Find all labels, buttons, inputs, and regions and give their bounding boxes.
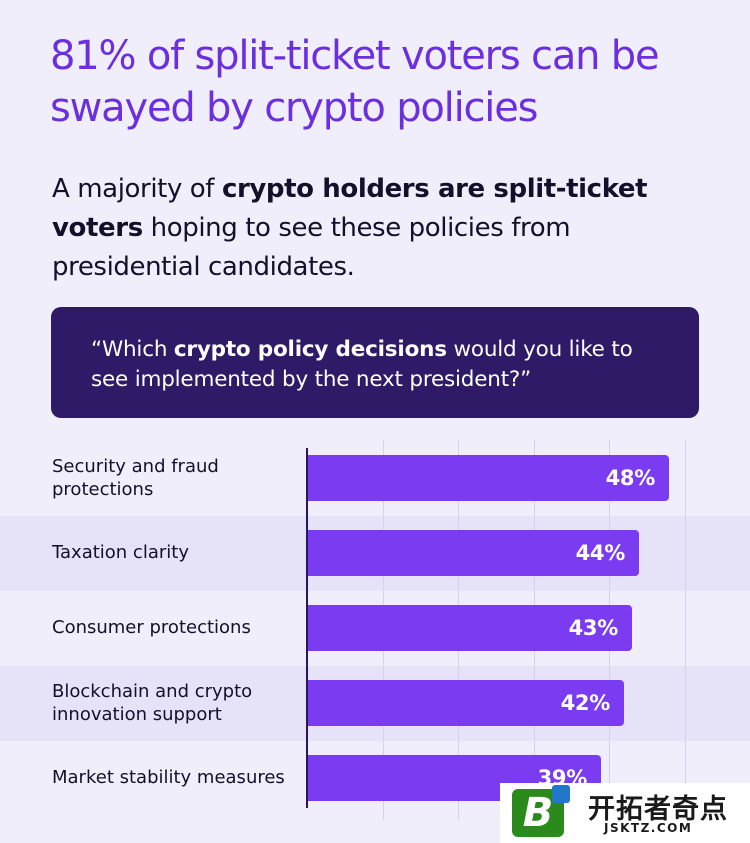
chart-baseline — [306, 448, 308, 808]
watermark-logo: B — [512, 785, 570, 837]
category-label: Security and fraud protections — [52, 455, 219, 500]
bar: 48% — [307, 454, 669, 501]
category-label: Consumer protections — [52, 617, 251, 638]
watermark-url: JSKTZ.COM — [604, 821, 693, 835]
question-emphasis: crypto policy decisions — [173, 337, 447, 362]
category-label: Market stability measures — [52, 767, 285, 788]
bar: 44% — [307, 529, 639, 576]
survey-question-box: “Which crypto policy decisions would you… — [51, 307, 699, 418]
watermark-logo-letter: B — [522, 790, 554, 836]
bar-value-label: 42% — [560, 690, 611, 715]
question-text: “Which — [91, 337, 174, 362]
category-label: Blockchain and crypto innovation support — [52, 680, 253, 725]
subhead-emphasis: crypto holders are split-ticket voters — [52, 174, 648, 243]
bar-value-label: 48% — [605, 465, 656, 490]
bar: 42% — [307, 679, 624, 726]
watermark-logo-corner — [552, 785, 570, 803]
category-label: Taxation clarity — [52, 542, 189, 563]
bar-value-label: 43% — [568, 615, 619, 640]
gridline — [685, 440, 686, 820]
survey-question: “Which crypto policy decisions would you… — [91, 335, 659, 395]
watermark-name: 开拓者奇点 — [588, 794, 728, 825]
bar: 43% — [307, 604, 632, 651]
headline: 81% of split-ticket voters can be swayed… — [50, 33, 660, 131]
subhead: A majority of crypto holders are split-t… — [52, 170, 702, 287]
bar-value-label: 44% — [575, 540, 626, 565]
subhead-text-end: hoping to see these policies from presid… — [52, 213, 571, 282]
watermark: B 开拓者奇点 JSKTZ.COM — [500, 783, 750, 843]
subhead-text: A majority of — [52, 174, 222, 204]
question-text-end: would you like to see implemented by the… — [91, 337, 633, 392]
